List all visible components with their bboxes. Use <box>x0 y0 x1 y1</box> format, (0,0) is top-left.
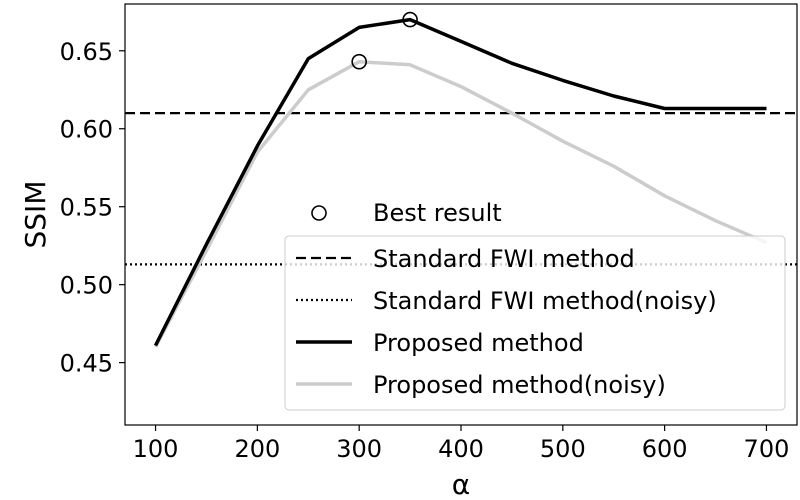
x-tick-label-700: 700 <box>744 435 790 463</box>
legend-items: Best result Standard FWI method Standard F… <box>296 199 717 399</box>
series-proposed-method <box>153 17 767 347</box>
x-axis-title: α <box>452 468 470 500</box>
best-result-marker-2 <box>351 53 367 70</box>
legend-label-standard-fwi-method-noisy: Standard FWI method(noisy) <box>373 287 717 315</box>
x-axis-ticks: 100 200 300 400 500 600 700 <box>133 425 790 463</box>
legend-box <box>284 235 786 411</box>
y-tick-label-0: 0.45 <box>60 350 113 378</box>
y-tick-label-3: 0.60 <box>60 116 113 144</box>
best-result-markers <box>351 11 418 70</box>
y-axis-title: SSIM <box>19 181 52 249</box>
y-tick-label-2: 0.55 <box>60 194 113 222</box>
legend-label-standard-fwi-method: Standard FWI method <box>373 245 635 273</box>
legend: Best result Standard FWI method Standard F… <box>284 199 786 411</box>
x-tick-label-400: 400 <box>438 435 484 463</box>
x-tick-label-600: 600 <box>642 435 688 463</box>
x-tick-label-100: 100 <box>133 435 179 463</box>
x-tick-label-300: 300 <box>336 435 382 463</box>
legend-label-proposed-method: Proposed method <box>373 329 584 357</box>
best-result-marker-1 <box>402 11 418 28</box>
legend-label-proposed-method-noisy: Proposed method(noisy) <box>373 371 666 399</box>
legend-label-best-result: Best result <box>373 199 502 227</box>
series-proposed-method-noisy <box>153 59 768 348</box>
x-tick-label-200: 200 <box>234 435 280 463</box>
x-tick-label-500: 500 <box>540 435 586 463</box>
legend-marker-best-result <box>311 205 327 221</box>
y-tick-label-4: 0.65 <box>60 38 113 66</box>
y-tick-label-1: 0.50 <box>60 272 113 300</box>
y-axis-ticks: 0.45 0.50 0.55 0.60 0.65 <box>60 38 125 378</box>
